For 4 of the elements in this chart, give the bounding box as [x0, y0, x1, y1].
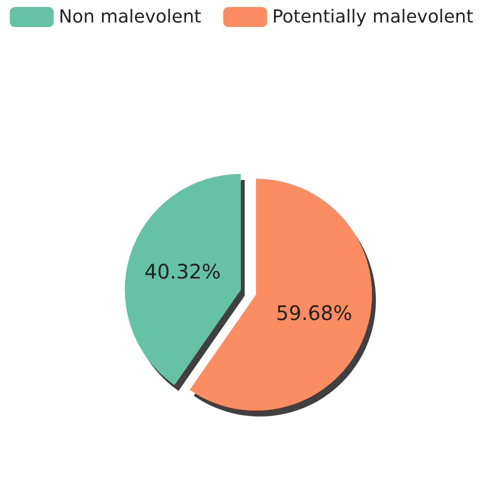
- legend-label: Potentially malevolent: [272, 6, 474, 28]
- data-label: 59.68%: [276, 300, 352, 325]
- legend-label: Non malevolent: [58, 6, 202, 28]
- data-label: 40.32%: [144, 260, 221, 284]
